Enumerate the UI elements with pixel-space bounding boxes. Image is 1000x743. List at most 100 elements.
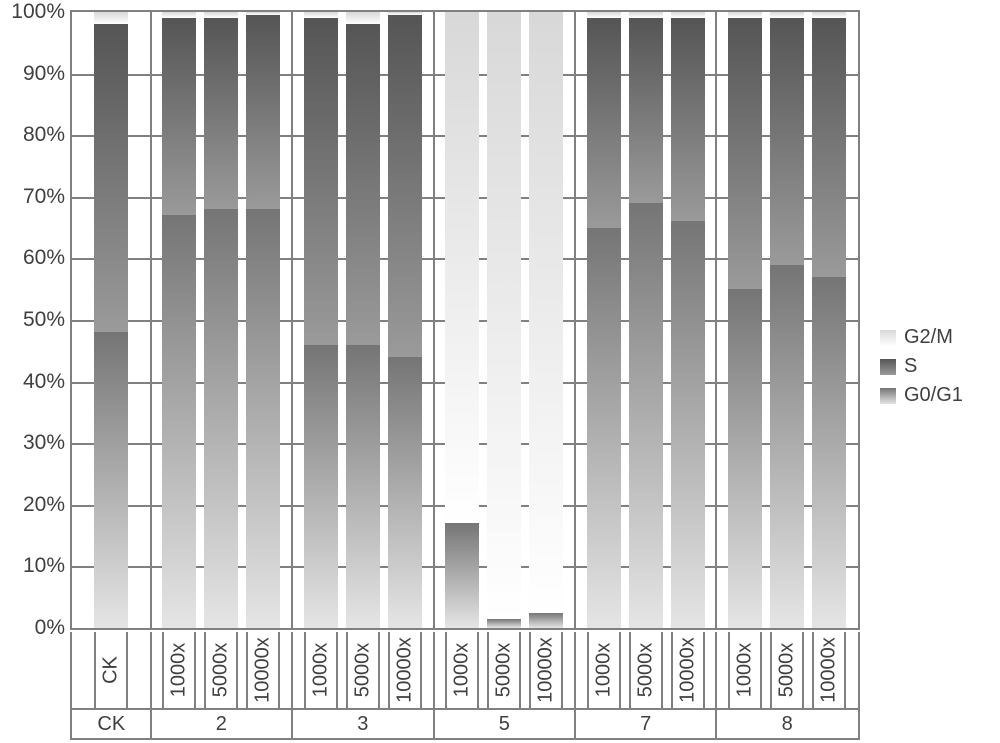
bar [388,12,422,628]
x-label-cell: CK [94,632,128,708]
x-label-group: 1000x 5000x 10000x [575,632,716,708]
group [151,12,292,628]
x-label: 5000x [493,643,516,698]
segment-S [204,18,238,209]
segment-S [94,24,128,332]
segment-G0G1 [812,277,846,628]
y-tick-label: 30% [5,431,65,455]
segment-G0G1 [388,357,422,628]
y-tick-label: 50% [5,308,65,332]
group-label-row: CK23578 [70,710,860,740]
x-label-group: CK [72,632,151,708]
bar [445,12,479,628]
segment-G2M [346,12,380,24]
bar [770,12,804,628]
y-tick-label: 0% [5,616,65,640]
x-label-cell: 5000x [770,632,804,708]
x-label-cell: 10000x [529,632,563,708]
segment-S [346,24,380,344]
segment-G0G1 [246,209,280,628]
segment-G2M [487,12,521,619]
x-label-cell: 5000x [346,632,380,708]
x-label-cell: 5000x [204,632,238,708]
x-label: 5000x [351,643,374,698]
segment-S [587,18,621,227]
legend-label: G0/G1 [904,384,963,407]
segment-G0G1 [94,332,128,628]
bar [487,12,521,628]
segment-G0G1 [629,203,663,628]
groups-container [72,12,858,628]
x-label-group: 1000x5000x10000x [292,632,433,708]
segment-S [304,18,338,344]
x-label-cell: 1000x [587,632,621,708]
x-label: 10000x [676,637,699,703]
y-tick-label: 10% [5,554,65,578]
group-label: 5 [434,710,575,738]
x-label-group: 1000x 5000x 10000x [716,632,857,708]
bar [246,12,280,628]
legend-item: G2/M [880,326,990,349]
group [434,12,575,628]
group [575,12,716,628]
x-label: 5000x [210,643,233,698]
bar [629,12,663,628]
segment-G2M [529,12,563,613]
cellcycle-stacked-chart: CK 1000x 5000x 10000x 1000x 5000x 10000x 1000x 5… [0,0,1000,743]
legend-label: G2/M [904,326,953,349]
x-label-cell: 1000x [304,632,338,708]
group-label: CK [72,710,151,738]
segment-S [246,15,280,209]
legend-item: G0/G1 [880,384,990,407]
segment-S [671,18,705,221]
x-label-cell: 5000x [629,632,663,708]
segment-S [388,15,422,357]
bar [671,12,705,628]
bar [162,12,196,628]
x-label: 5000x [634,643,657,698]
segment-G0G1 [770,265,804,628]
x-label: 1000x [451,643,474,698]
x-label: 1000x [309,643,332,698]
legend-swatch [880,388,896,404]
segment-G0G1 [529,613,563,628]
bar [346,12,380,628]
y-tick-label: 80% [5,123,65,147]
segment-G0G1 [445,523,479,628]
bar [812,12,846,628]
x-label: 1000x [734,643,757,698]
group [72,12,151,628]
y-tick-label: 20% [5,493,65,517]
x-label: 1000x [168,643,191,698]
segment-G0G1 [728,289,762,628]
x-label-group: 1000x 5000x 10000x [151,632,292,708]
bar [587,12,621,628]
x-label: 10000x [252,637,275,703]
x-label-cell: 1000x [162,632,196,708]
segment-G2M [94,12,128,24]
segment-S [728,18,762,289]
x-label: 1000x [592,643,615,698]
bar [728,12,762,628]
y-tick-label: 100% [5,0,65,24]
segment-G2M [445,12,479,523]
segment-G0G1 [162,215,196,628]
segment-G0G1 [304,345,338,628]
x-label: 10000x [818,637,841,703]
legend-swatch [880,359,896,375]
legend-label: S [904,355,917,378]
x-label-group: 1000x 5000x 10000x [434,632,575,708]
plot-area [70,10,860,630]
bar [304,12,338,628]
legend: G2/M S G0/G1 [880,320,990,413]
bar [204,12,238,628]
group [716,12,857,628]
x-label: 5000x [776,643,799,698]
x-label-cell: 1000x [728,632,762,708]
x-label-row: CK 1000x 5000x 10000x 1000x 5000x 10000x 1000x 5… [70,632,860,710]
segment-S [629,18,663,203]
segment-S [812,18,846,277]
legend-swatch [880,330,896,346]
segment-G0G1 [346,345,380,628]
x-label-cell: 10000x [671,632,705,708]
